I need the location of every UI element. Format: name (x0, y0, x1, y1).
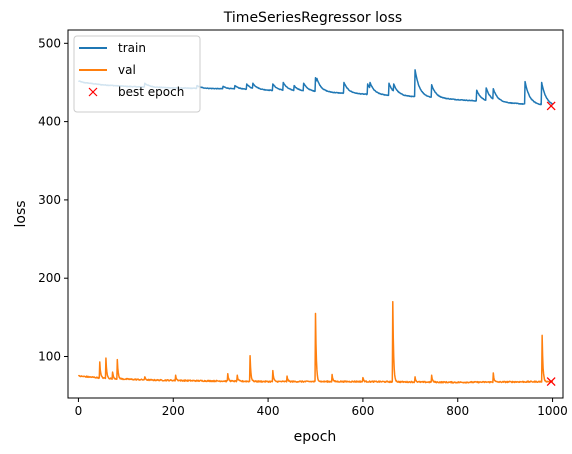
y-tick-label: 300 (38, 193, 61, 207)
x-tick-label: 200 (162, 404, 185, 418)
y-axis-label: loss (13, 200, 29, 227)
axes-frame (67, 29, 564, 399)
legend-train-label: train (118, 41, 146, 55)
x-tick-label: 1000 (537, 404, 568, 418)
legend-best-epoch-marker (88, 87, 98, 97)
legend-best-epoch-label: best epoch (118, 85, 184, 99)
best-epoch-train-marker (546, 101, 556, 111)
x-tick-label: 600 (351, 404, 374, 418)
x-axis-label: epoch (294, 429, 337, 445)
x-axis: 0 200 400 600 800 1000 (75, 398, 568, 418)
legend: train val best epoch (73, 35, 201, 113)
series-val-line (77, 300, 554, 384)
chart-title: TimeSeriesRegressor loss (223, 10, 402, 26)
y-axis: 100 200 300 400 500 (38, 36, 68, 364)
x-tick-label: 0 (75, 404, 83, 418)
legend-box (73, 35, 201, 113)
x-tick-label: 800 (446, 404, 469, 418)
y-tick-label: 200 (38, 271, 61, 285)
y-tick-label: 500 (38, 36, 61, 50)
y-tick-label: 400 (38, 115, 61, 129)
y-tick-label: 100 (38, 350, 61, 364)
x-tick-label: 400 (257, 404, 280, 418)
legend-val-label: val (118, 63, 136, 77)
best-epoch-val-marker (546, 377, 556, 387)
